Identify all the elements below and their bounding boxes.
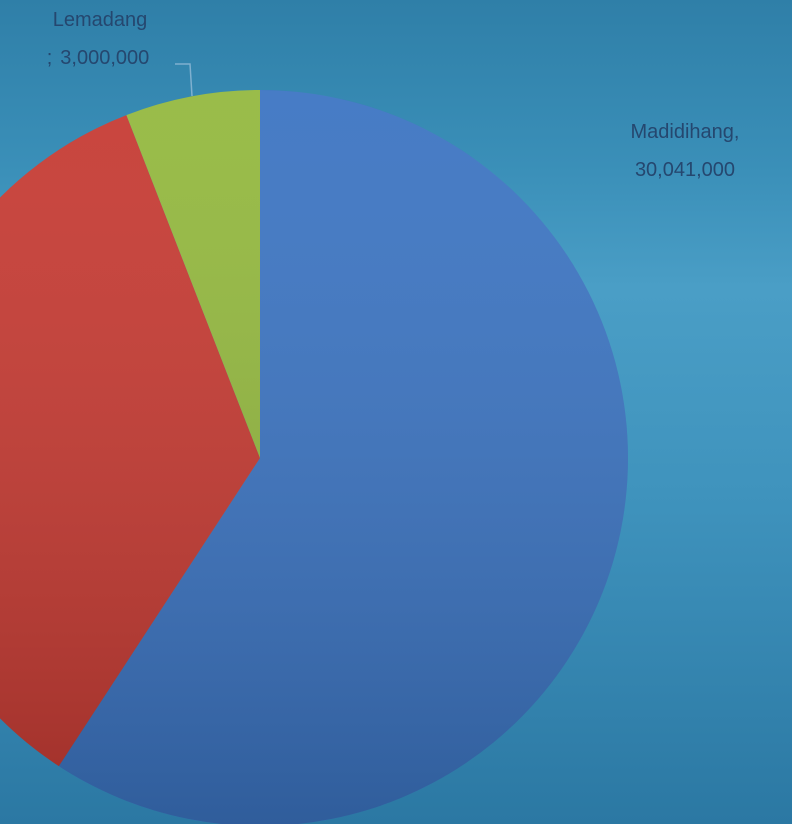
page: Madidihang, 30,041,000 Lemadang ; 3,000,0…	[0, 0, 792, 824]
label-value: 3,000,000	[60, 47, 149, 69]
data-label: Madidihang,	[631, 121, 740, 143]
leader-line	[175, 64, 192, 96]
label-value: 30,041,000	[635, 159, 735, 181]
label-name: Madidihang	[631, 121, 734, 143]
label-separator: ;	[47, 47, 53, 69]
label-separator: ,	[734, 121, 740, 143]
data-label: ; 3,000,000	[47, 47, 150, 69]
label-name: Lemadang	[53, 9, 148, 31]
chart: Madidihang, 30,041,000 Lemadang ; 3,000,0…	[0, 0, 792, 824]
